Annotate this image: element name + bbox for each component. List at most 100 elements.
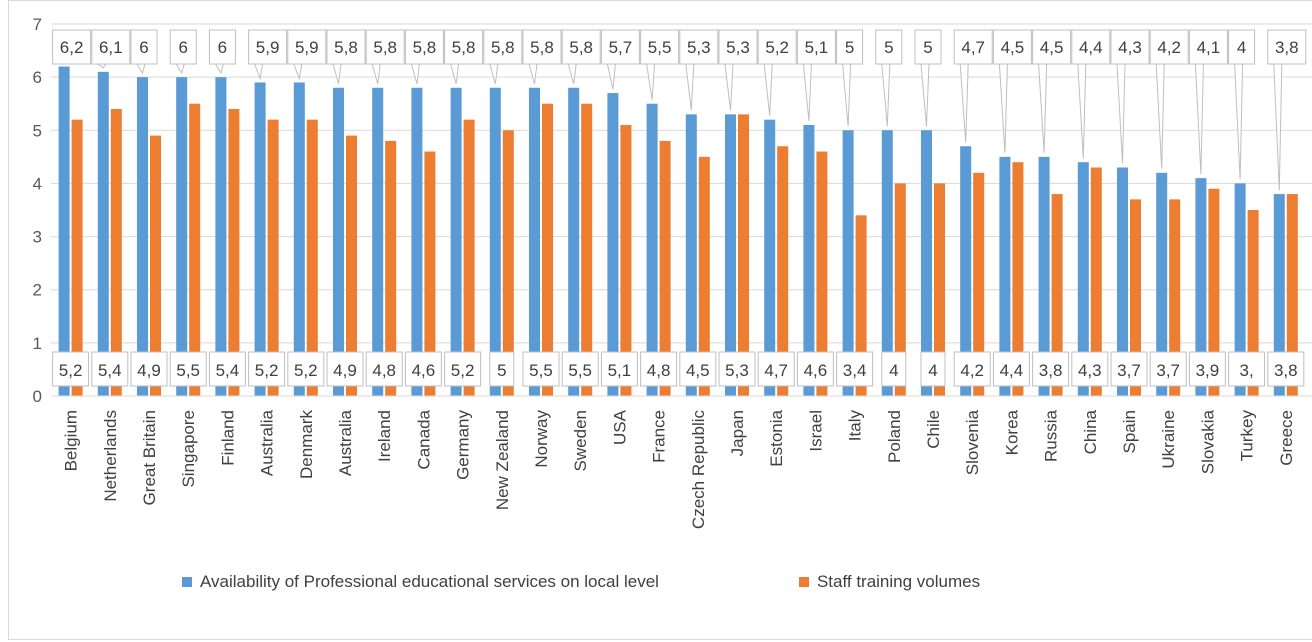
y-tick-label: 7: [33, 15, 42, 34]
data-label-availability: 5,8: [452, 38, 476, 57]
data-label-box: [640, 29, 680, 65]
bar-availability: [176, 77, 188, 397]
bar-availability: [137, 77, 148, 397]
data-label-staff-training: 4,8: [647, 361, 671, 380]
data-label-pointer: [253, 63, 264, 81]
data-label-box: [836, 29, 864, 65]
bar-staff-training: [1130, 199, 1141, 396]
data-label-staff-training: 4,6: [412, 361, 436, 380]
x-category-label: Italy: [846, 410, 865, 442]
data-label-availability: 6,2: [60, 38, 84, 57]
data-label-pointer: [1194, 63, 1204, 175]
data-label-availability: 4: [1237, 38, 1246, 57]
data-label-pointer: [920, 63, 930, 127]
data-label-box: [287, 29, 327, 65]
data-label-availability: 5,8: [530, 38, 554, 57]
data-label-box: [992, 29, 1032, 65]
data-label-box: [248, 351, 286, 387]
data-label-staff-training: 5,5: [176, 361, 200, 380]
bar-availability: [254, 82, 266, 396]
x-category-label: Canada: [414, 409, 433, 469]
legend-swatch-series-2: [798, 577, 809, 587]
data-label-pointer: [175, 63, 185, 75]
y-tick-label: 0: [33, 387, 42, 406]
bar-availability: [1195, 178, 1207, 396]
data-label-box: [1267, 351, 1305, 387]
x-category-label: Estonia: [767, 409, 786, 466]
data-label-pointer: [214, 63, 225, 75]
data-label-box: [1188, 351, 1226, 387]
legend-label-series-2: Staff training volumes: [816, 572, 981, 591]
data-label-pointer: [96, 63, 107, 69]
data-label-box: [600, 29, 640, 65]
bar-staff-training: [189, 103, 201, 396]
legend-swatch-series-1: [182, 577, 192, 587]
data-label-box: [522, 29, 562, 65]
data-label-staff-training: 4,9: [333, 361, 357, 380]
bar-staff-training: [1247, 210, 1259, 396]
bar-staff-training: [1012, 162, 1024, 396]
x-category-label: Ukraine: [1159, 410, 1178, 469]
data-label-staff-training: 4,8: [372, 361, 396, 380]
chart-legend: Availability of Professional educational…: [182, 572, 1120, 592]
data-label-box: [365, 29, 405, 65]
bar-availability: [1038, 156, 1050, 396]
data-label-box: [1032, 351, 1070, 387]
bar-staff-training: [1286, 194, 1298, 396]
y-tick-label: 2: [33, 281, 42, 300]
data-label-availability: 5,9: [256, 38, 280, 57]
x-category-label: Korea: [1002, 409, 1021, 455]
data-label-box: [757, 351, 795, 387]
data-label-box: [718, 351, 756, 387]
data-label-box: [561, 351, 599, 387]
data-label-pointer: [606, 63, 616, 90]
data-label-availability: 4,5: [1040, 38, 1064, 57]
data-label-availability: 4,5: [1001, 38, 1025, 57]
x-category-label: Denmark: [297, 410, 316, 479]
x-category-label: Chile: [924, 410, 943, 449]
x-category-label: Czech Republic: [689, 410, 708, 530]
data-label-availability: 5: [923, 38, 932, 57]
data-label-availability: 5,8: [373, 38, 397, 57]
data-label-pointer: [1038, 63, 1048, 153]
data-label-box: [1267, 29, 1307, 65]
data-label-pointer: [842, 63, 852, 127]
x-category-label: China: [1081, 409, 1100, 454]
bar-staff-training: [698, 156, 710, 396]
data-label-availability: 5,8: [413, 38, 437, 57]
x-category-label: Australia: [258, 409, 277, 476]
data-label-box: [992, 351, 1030, 387]
data-label-pointer: [763, 63, 773, 116]
x-category-label: Slovakia: [1198, 409, 1217, 474]
data-label-box: [91, 351, 129, 387]
y-tick-label: 6: [33, 68, 42, 87]
data-label-box: [483, 29, 523, 65]
data-label-staff-training: 5,2: [294, 361, 318, 380]
bar-staff-training: [738, 114, 749, 396]
data-label-box: [522, 351, 560, 387]
bar-availability: [450, 87, 462, 397]
data-label-pointer: [489, 63, 499, 84]
bar-availability: [1077, 162, 1089, 396]
data-label-staff-training: 4,9: [137, 361, 161, 380]
data-label-availability: 5,9: [295, 38, 319, 57]
bar-staff-training: [228, 109, 240, 397]
bar-staff-training: [71, 119, 83, 397]
data-label-box: [326, 29, 366, 65]
data-label-staff-training: 5,2: [59, 361, 83, 380]
data-label-pointer: [685, 63, 695, 111]
data-label-box: [169, 351, 207, 387]
data-label-availability: 3,8: [1275, 38, 1299, 57]
data-label-availability: 4,1: [1197, 38, 1221, 57]
data-label-box: [91, 29, 131, 65]
bar-staff-training: [1090, 167, 1102, 396]
bar-availability: [960, 146, 972, 396]
y-tick-label: 1: [33, 334, 42, 353]
data-label-staff-training: 5,2: [255, 361, 279, 380]
data-label-pointer: [998, 63, 1008, 153]
bar-staff-training: [110, 109, 122, 397]
data-label-box: [326, 351, 364, 387]
bar-staff-training: [150, 135, 161, 396]
data-label-box: [1110, 351, 1148, 387]
bar-staff-training: [894, 183, 906, 396]
